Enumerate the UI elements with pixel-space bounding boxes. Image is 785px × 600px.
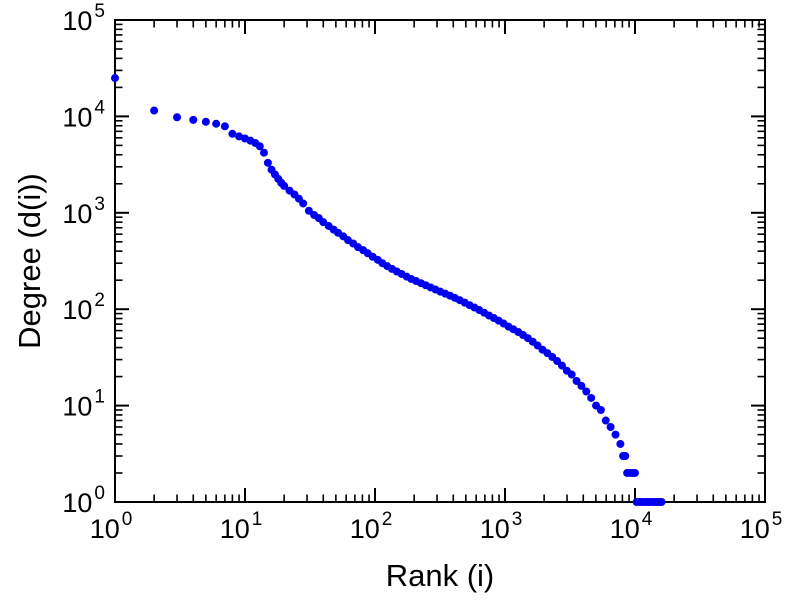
y-tick-label: 10 4 bbox=[62, 97, 105, 132]
y-axis-label: Degree (d(i)) bbox=[12, 173, 47, 349]
data-point bbox=[567, 370, 576, 379]
data-point bbox=[611, 430, 620, 439]
data-point bbox=[657, 498, 666, 506]
x-tick-label: 10 1 bbox=[220, 509, 263, 544]
y-tick-label: 10 5 bbox=[62, 1, 105, 36]
data-point bbox=[111, 74, 119, 83]
data-point bbox=[606, 422, 615, 431]
y-tick-label: 10 3 bbox=[62, 194, 105, 229]
data-point bbox=[150, 106, 159, 115]
data-point bbox=[255, 142, 264, 151]
data-point bbox=[621, 452, 630, 461]
data-point bbox=[228, 129, 237, 138]
data-point bbox=[299, 199, 308, 208]
plot-frame bbox=[114, 19, 766, 503]
data-point bbox=[577, 381, 586, 390]
data-point bbox=[212, 119, 221, 128]
data-point bbox=[189, 115, 198, 124]
x-axis-label: Rank (i) bbox=[385, 558, 495, 593]
x-tick-label: 10 0 bbox=[90, 509, 133, 544]
data-point bbox=[280, 181, 289, 190]
y-tick-label: 10 2 bbox=[62, 290, 105, 325]
x-tick-label: 10 4 bbox=[610, 509, 653, 544]
data-point bbox=[263, 158, 272, 167]
y-tick-label: 10 0 bbox=[62, 483, 105, 518]
data-point bbox=[220, 122, 229, 131]
x-tick-label: 10 3 bbox=[480, 509, 523, 544]
y-tick-label: 10 1 bbox=[62, 387, 105, 422]
data-point bbox=[587, 393, 596, 402]
data-point bbox=[616, 439, 625, 448]
data-point bbox=[572, 376, 581, 385]
data-point bbox=[630, 468, 639, 477]
data-point bbox=[557, 361, 566, 370]
data-point bbox=[173, 113, 182, 122]
data-point bbox=[596, 406, 605, 415]
data-point bbox=[201, 117, 210, 126]
x-tick-label: 10 2 bbox=[350, 509, 393, 544]
data-point bbox=[582, 387, 591, 396]
x-tick-label: 10 5 bbox=[740, 509, 783, 544]
data-point bbox=[259, 148, 268, 157]
data-point bbox=[601, 416, 610, 425]
